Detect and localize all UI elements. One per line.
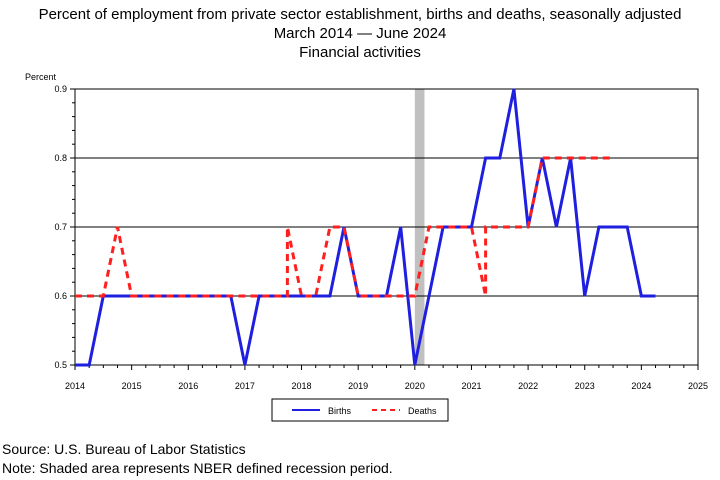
y-tick-label: 0.5 (54, 360, 67, 370)
legend-label-births: Births (328, 406, 352, 416)
recession-note: Note: Shaded area represents NBER define… (2, 460, 393, 476)
chart-title: Percent of employment from private secto… (38, 6, 682, 23)
series-line-births (75, 88, 656, 367)
chart-industry: Financial activities (299, 44, 421, 61)
legend-box (271, 398, 449, 422)
line-chart: 0.5 0.6 0.7 0.8 0.9 Percent 2014 2015 2016 2017 20… (25, 72, 708, 422)
x-tick-label: 2015 (122, 381, 142, 391)
x-tick-label: 2016 (178, 381, 198, 391)
x-tick-label: 2023 (575, 381, 595, 391)
source-note: Source: U.S. Bureau of Labor Statistics (2, 441, 246, 457)
x-tick-label: 2018 (292, 381, 312, 391)
series-line-deaths (75, 156, 613, 298)
legend-label-deaths: Deaths (408, 406, 437, 416)
x-tick-label: 2024 (631, 381, 651, 391)
y-tick-label: 0.6 (54, 291, 67, 301)
x-tick-label: 2022 (518, 381, 538, 391)
y-tick-label: 0.8 (54, 153, 67, 163)
y-tick-label: 0.7 (54, 222, 67, 232)
x-tick-label: 2021 (461, 381, 481, 391)
x-tick-label: 2025 (688, 381, 708, 391)
x-tick-label: 2020 (405, 381, 425, 391)
x-tick-label: 2019 (348, 381, 368, 391)
chart-date-range: March 2014 — June 2024 (273, 25, 447, 42)
y-tick-label: 0.9 (54, 84, 67, 94)
x-tick-label: 2014 (65, 381, 85, 391)
y-axis-label: Percent (25, 72, 57, 82)
x-tick-label: 2017 (235, 381, 255, 391)
